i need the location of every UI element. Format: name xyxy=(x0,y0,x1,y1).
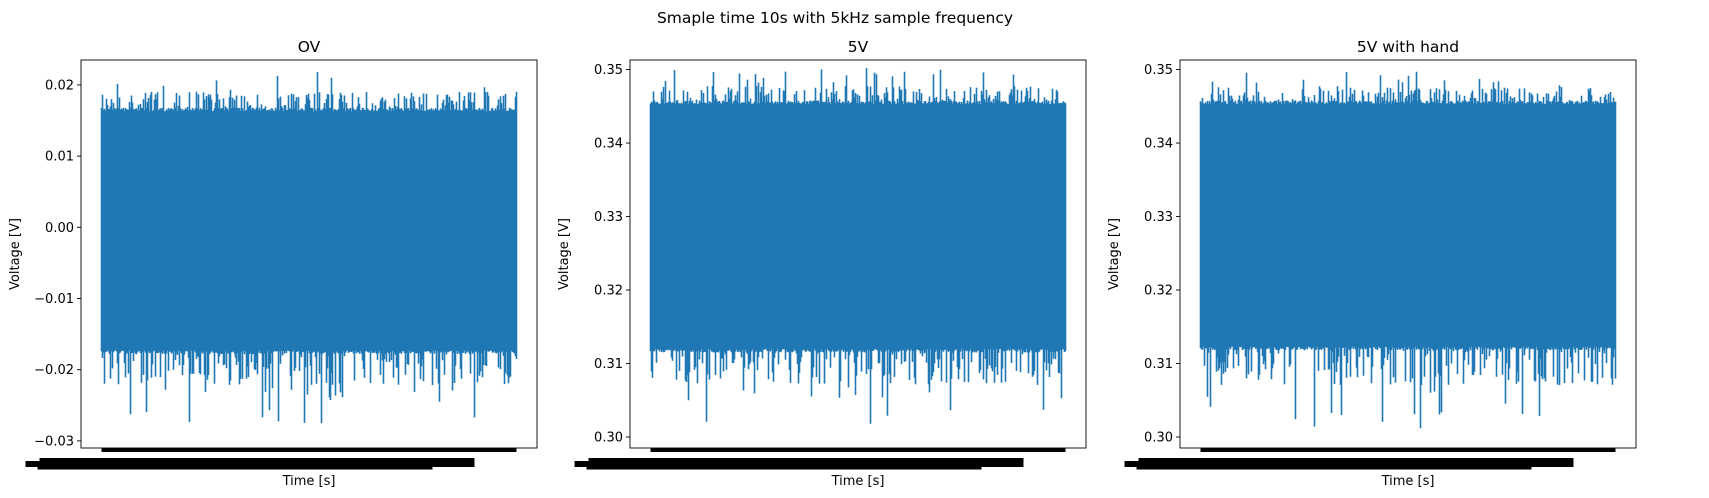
y-tick-label: 0.33 xyxy=(1144,210,1173,225)
series-line xyxy=(649,68,1067,424)
x-tick-labels-overlap-tail xyxy=(586,467,982,470)
subplot-1: −0.03 −0.02 −0.01 0.00 0.01 0.02 OV Time [s] Vol… xyxy=(8,38,538,489)
subplots: −0.03 −0.02 −0.01 0.00 0.01 0.02 OV Time [s] Vol… xyxy=(8,38,1637,489)
y-axis-label: Voltage [V] xyxy=(8,218,23,290)
y-axis-label: Voltage [V] xyxy=(557,218,572,290)
x-axis-label: Time [s] xyxy=(282,474,336,489)
x-tick-labels-overlap-tail xyxy=(1136,467,1532,470)
x-tick-marks xyxy=(650,448,1066,452)
y-tick-label: −0.01 xyxy=(34,292,74,307)
figure-suptitle: Smaple time 10s with 5kHz sample frequen… xyxy=(657,9,1013,27)
subplot-title: 5V with hand xyxy=(1357,38,1459,56)
x-tick-marks xyxy=(1200,448,1616,452)
y-axis-label: Voltage [V] xyxy=(1107,218,1122,290)
y-tick-label: 0.31 xyxy=(594,357,623,372)
y-tick-label: 0.30 xyxy=(1144,430,1173,445)
x-tick-labels-overlap xyxy=(1138,458,1574,467)
x-tick-labels-overlap-edge xyxy=(1124,461,1145,467)
series-line xyxy=(100,72,518,424)
y-tick-label: 0.34 xyxy=(1144,137,1173,152)
y-tick-label: 0.33 xyxy=(594,210,623,225)
series-line xyxy=(1199,71,1617,429)
x-tick-labels-overlap xyxy=(588,458,1024,467)
subplot-title: OV xyxy=(298,38,321,56)
x-axis-label: Time [s] xyxy=(831,474,885,489)
x-tick-labels-overlap-edge xyxy=(574,461,595,467)
y-tick-label: −0.03 xyxy=(34,434,74,449)
y-tick-label: 0.32 xyxy=(594,284,623,299)
y-tick-label: 0.02 xyxy=(45,78,74,93)
x-tick-marks xyxy=(101,448,517,452)
x-tick-labels-overlap-tail xyxy=(37,467,433,470)
subplot-3: 0.30 0.31 0.32 0.33 0.34 0.35 5V with hand Time… xyxy=(1107,38,1637,489)
y-tick-label: 0.31 xyxy=(1144,357,1173,372)
x-tick-labels-overlap xyxy=(39,458,475,467)
subplot-title: 5V xyxy=(848,38,869,56)
y-tick-label: 0.00 xyxy=(45,221,74,236)
y-tick-label: 0.35 xyxy=(594,63,623,78)
y-tick-label: 0.30 xyxy=(594,430,623,445)
x-tick-labels-overlap-edge xyxy=(25,461,46,467)
y-tick-label: −0.02 xyxy=(34,363,74,378)
x-axis-label: Time [s] xyxy=(1381,474,1435,489)
y-tick-label: 0.01 xyxy=(45,150,74,165)
y-tick-label: 0.34 xyxy=(594,137,623,152)
subplot-2: 0.30 0.31 0.32 0.33 0.34 0.35 5V Time [s] Voltag… xyxy=(557,38,1087,489)
y-tick-label: 0.35 xyxy=(1144,63,1173,78)
y-tick-label: 0.32 xyxy=(1144,284,1173,299)
